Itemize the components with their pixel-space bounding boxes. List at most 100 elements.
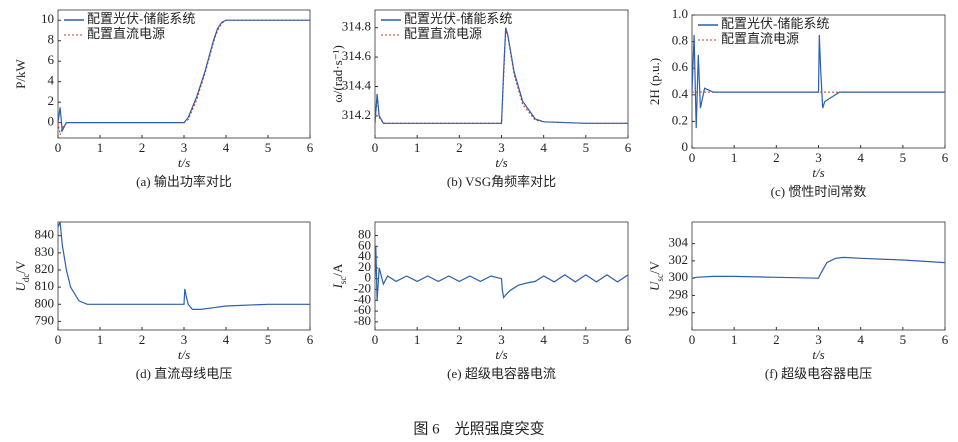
x-tick-label: 0	[55, 140, 62, 155]
y-tick-label: 314.2	[342, 107, 371, 122]
x-tick-label: 2	[773, 332, 780, 347]
y-tick-label: 1.0	[672, 6, 688, 21]
y-tick-label: 0	[365, 270, 372, 285]
x-tick-label: 6	[625, 332, 632, 347]
y-tick-label: 0	[48, 114, 55, 129]
y-tick-label: 810	[35, 278, 55, 293]
x-tick-label: 2	[139, 332, 146, 347]
x-tick-label: 4	[857, 150, 864, 165]
series-line	[692, 34, 945, 129]
y-tick-label: 0	[682, 139, 689, 154]
y-tick-label: 8	[48, 32, 55, 47]
x-axis-label: t/s	[812, 165, 824, 180]
x-tick-label: 0	[372, 140, 379, 155]
series-line	[375, 246, 628, 301]
panel-caption: (d) 直流母线电压	[136, 366, 232, 381]
x-axis-label: t/s	[495, 155, 507, 170]
x-axis-label: t/s	[812, 347, 824, 362]
x-tick-label: 2	[773, 150, 780, 165]
x-tick-label: 5	[583, 332, 590, 347]
x-tick-label: 6	[942, 332, 949, 347]
panel-caption: (b) VSG角频率对比	[447, 174, 556, 189]
series-line	[692, 256, 945, 279]
x-tick-label: 3	[498, 140, 505, 155]
x-tick-label: 6	[307, 332, 314, 347]
y-tick-label: 10	[41, 11, 54, 26]
y-tick-label: 840	[35, 227, 55, 242]
series-line	[58, 222, 310, 310]
y-tick-label: 0.2	[672, 112, 688, 127]
figure-caption: 图 6 光照强度突变	[413, 420, 544, 437]
x-tick-label: 0	[689, 150, 696, 165]
y-tick-label: 2	[48, 93, 55, 108]
y-axis-label-part: sc	[655, 274, 665, 282]
legend-label: 配置光伏-储能系统	[87, 11, 195, 26]
y-tick-label: 304	[669, 235, 689, 250]
y-tick-label: 314.8	[342, 19, 371, 34]
y-axis-label-part: dc	[21, 274, 31, 283]
y-tick-label: 60	[358, 237, 371, 252]
legend-label: 配置光伏-储能系统	[404, 11, 512, 26]
x-tick-label: 5	[900, 332, 907, 347]
x-tick-label: 3	[181, 332, 188, 347]
y-tick-label: -60	[354, 302, 371, 317]
y-axis-label: ω/(rad·s⁻¹)	[330, 45, 345, 103]
x-tick-label: 2	[456, 332, 463, 347]
x-tick-label: 2	[139, 140, 146, 155]
plot-frame	[57, 221, 311, 331]
legend-label: 配置光伏-储能系统	[721, 16, 829, 31]
legend-label: 配置直流电源	[87, 26, 165, 41]
y-axis-label-part: U	[647, 280, 662, 291]
x-tick-label: 1	[414, 332, 421, 347]
panel-caption: (e) 超级电容器电流	[447, 366, 556, 381]
x-tick-label: 4	[223, 332, 230, 347]
panel-caption: (c) 惯性时间常数	[771, 184, 867, 199]
y-axis-label-part: /V	[647, 260, 662, 274]
panel-caption: (a) 输出功率对比	[136, 174, 232, 189]
y-axis-label-part: /A	[330, 263, 345, 277]
x-tick-label: 1	[414, 140, 421, 155]
y-axis-label: Usc/V	[647, 260, 665, 291]
y-axis-label: Isc/A	[330, 263, 348, 289]
y-tick-label: -80	[354, 313, 371, 328]
y-tick-label: 314.6	[342, 48, 372, 63]
x-tick-label: 4	[223, 140, 230, 155]
y-axis-label-part: U	[13, 280, 28, 291]
y-tick-label: 4	[48, 73, 55, 88]
x-tick-label: 4	[857, 332, 864, 347]
y-axis-label: 2H (p.u.)	[647, 58, 662, 105]
legend-label: 配置直流电源	[404, 26, 482, 41]
y-tick-label: 0.4	[672, 86, 689, 101]
y-tick-label: 298	[669, 286, 689, 301]
y-tick-label: 20	[358, 259, 371, 274]
x-tick-label: 5	[265, 140, 272, 155]
y-axis-label: P/kW	[13, 58, 28, 88]
y-tick-label: 302	[669, 252, 689, 267]
y-axis-label-part: /V	[13, 260, 28, 274]
y-tick-label: 0.8	[672, 33, 688, 48]
y-tick-label: -40	[354, 291, 371, 306]
x-tick-label: 5	[265, 332, 272, 347]
x-tick-label: 1	[97, 332, 104, 347]
x-tick-label: 4	[540, 332, 547, 347]
x-tick-label: 6	[942, 150, 949, 165]
x-tick-label: 0	[689, 332, 696, 347]
plot-frame	[374, 221, 629, 331]
series-line	[375, 27, 628, 124]
y-tick-label: 800	[35, 295, 55, 310]
series-line	[58, 19, 310, 133]
x-tick-label: 5	[900, 150, 907, 165]
y-tick-label: 40	[358, 248, 371, 263]
x-tick-label: 6	[307, 140, 314, 155]
x-tick-label: 1	[731, 332, 738, 347]
y-tick-label: 790	[35, 312, 55, 327]
y-tick-label: 820	[35, 261, 55, 276]
y-axis-label-part: sc	[338, 277, 348, 285]
y-tick-label: 314.4	[342, 77, 372, 92]
x-tick-label: 0	[55, 332, 62, 347]
x-tick-label: 1	[731, 150, 738, 165]
x-tick-label: 3	[815, 150, 822, 165]
y-axis-label: Udc/V	[13, 260, 31, 292]
y-tick-label: 6	[48, 52, 55, 67]
